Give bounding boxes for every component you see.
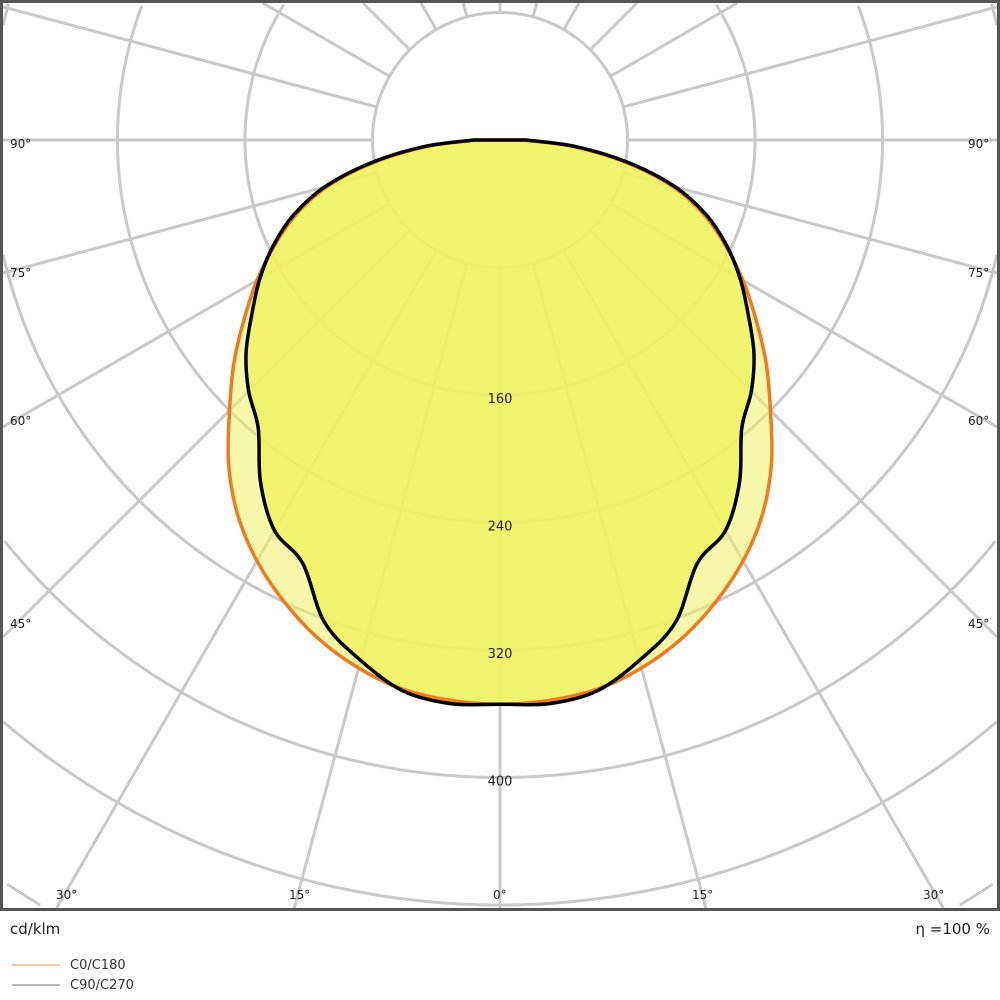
angle-label-right-90: 90°	[968, 137, 989, 151]
grid-spoke	[261, 1, 391, 78]
grid-spoke	[622, 5, 998, 109]
angle-label-bottom-15-right: 15°	[692, 888, 713, 902]
grid-ring	[3, 540, 500, 779]
grid-ring	[6, 882, 42, 907]
legend: C0/C180 C90/C270	[12, 955, 134, 995]
legend-item-c0: C0/C180	[12, 955, 134, 975]
polar-chart: 160 240 320 400 90° 75° 60° 45° 90° 75° 60°…	[0, 0, 1000, 911]
grid-spoke	[361, 1, 411, 51]
chart-frame	[0, 0, 1000, 911]
angle-label-bottom-0: 0°	[493, 888, 507, 902]
angle-label-left-60: 60°	[10, 414, 31, 428]
legend-swatch-c90	[12, 984, 60, 986]
angle-label-bottom-30-right: 30°	[923, 888, 944, 902]
angle-label-right-75: 75°	[968, 266, 989, 280]
grid-spoke	[562, 2, 581, 31]
legend-label-c90: C90/C270	[70, 977, 134, 993]
series-line-c90-c270	[244, 138, 756, 707]
grid-ring	[2, 720, 500, 907]
angle-label-left-90: 90°	[10, 137, 31, 151]
grid-ring	[958, 882, 994, 907]
ring-labels: 160 240 320 400	[488, 392, 513, 790]
legend-label-c0: C0/C180	[70, 957, 126, 973]
grid-spoke	[622, 171, 998, 275]
angle-label-left-45: 45°	[10, 617, 31, 631]
grid-spoke	[461, 2, 469, 18]
ring-label: 240	[488, 520, 513, 535]
ring-label: 400	[488, 775, 513, 790]
efficiency-label: η =100 %	[915, 920, 991, 938]
ring-label: 320	[488, 647, 513, 662]
grid-ring	[500, 720, 998, 907]
grid-ring	[500, 540, 997, 779]
ring-label: 160	[488, 392, 513, 407]
legend-item-c90: C90/C270	[12, 975, 134, 995]
unit-label: cd/klm	[10, 920, 61, 938]
angle-label-right-45: 45°	[968, 617, 989, 631]
grid-spoke	[589, 1, 639, 51]
fill-c90-c270	[245, 140, 755, 705]
angle-label-left-75: 75°	[10, 266, 31, 280]
grid-spoke	[2, 5, 378, 109]
legend-swatch-c0	[12, 964, 60, 966]
angle-label-bottom-30-left: 30°	[56, 888, 77, 902]
angle-label-bottom-15-left: 15°	[289, 888, 310, 902]
grid-spoke	[2, 171, 378, 275]
curves	[226, 138, 774, 707]
grid-spoke	[419, 2, 438, 31]
angle-label-right-60: 60°	[968, 414, 989, 428]
grid-spoke	[609, 1, 739, 78]
grid-spoke	[531, 2, 539, 18]
